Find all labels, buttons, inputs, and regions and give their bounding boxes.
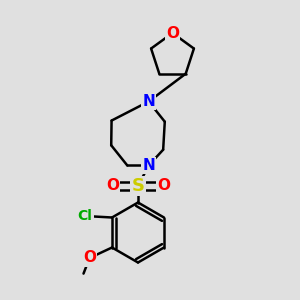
Text: Cl: Cl [78,209,92,223]
Text: O: O [83,250,96,266]
Text: O: O [166,26,179,40]
Text: N: N [142,158,155,173]
Text: O: O [157,178,170,194]
Text: O: O [106,178,119,194]
Text: N: N [142,94,155,109]
Text: S: S [131,177,145,195]
